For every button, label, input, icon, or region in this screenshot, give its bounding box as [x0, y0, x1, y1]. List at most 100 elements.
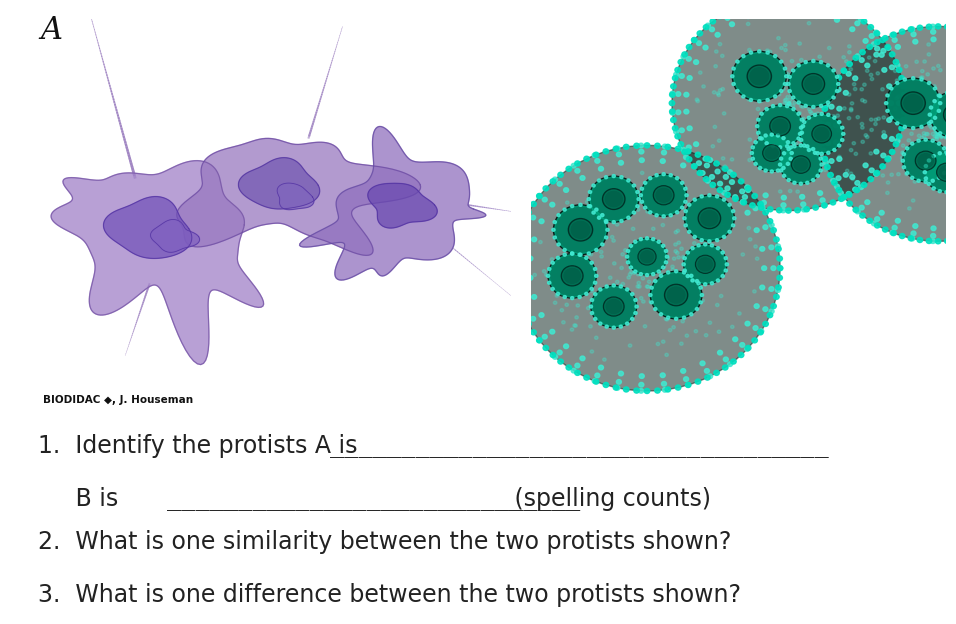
Circle shape [692, 37, 697, 42]
Circle shape [809, 155, 813, 159]
Circle shape [948, 109, 951, 112]
Circle shape [737, 60, 741, 63]
Circle shape [856, 209, 860, 214]
Circle shape [645, 285, 649, 288]
Circle shape [675, 134, 681, 139]
Circle shape [816, 174, 819, 177]
Circle shape [775, 121, 778, 124]
Circle shape [741, 1, 747, 6]
Circle shape [831, 85, 836, 89]
Circle shape [820, 163, 823, 166]
Circle shape [564, 188, 569, 192]
Circle shape [875, 46, 880, 51]
Circle shape [739, 90, 743, 94]
Polygon shape [177, 139, 421, 255]
Circle shape [681, 163, 685, 168]
Circle shape [742, 95, 745, 98]
Circle shape [682, 256, 685, 259]
Circle shape [644, 265, 647, 268]
Circle shape [942, 133, 945, 137]
Circle shape [588, 205, 592, 208]
Circle shape [627, 276, 631, 279]
Circle shape [910, 142, 914, 145]
Circle shape [523, 297, 528, 301]
Circle shape [637, 208, 640, 212]
Circle shape [944, 104, 956, 125]
Circle shape [784, 44, 787, 47]
Circle shape [553, 177, 557, 182]
Circle shape [621, 282, 624, 286]
Circle shape [752, 193, 757, 198]
Circle shape [669, 109, 675, 114]
Circle shape [691, 37, 697, 42]
Circle shape [652, 227, 655, 230]
Circle shape [758, 205, 764, 210]
Circle shape [548, 281, 551, 284]
Circle shape [705, 369, 709, 373]
Circle shape [902, 92, 907, 97]
Circle shape [931, 187, 935, 190]
Circle shape [590, 350, 594, 353]
Circle shape [683, 316, 685, 319]
Circle shape [652, 238, 655, 241]
Circle shape [511, 256, 517, 261]
Circle shape [912, 77, 915, 80]
Text: 1.  Identify the protists A is: 1. Identify the protists A is [38, 434, 365, 457]
Circle shape [526, 210, 532, 215]
Circle shape [786, 145, 789, 148]
Circle shape [574, 324, 577, 327]
Circle shape [859, 58, 864, 62]
Circle shape [943, 172, 945, 175]
Circle shape [600, 213, 604, 217]
Circle shape [600, 243, 604, 246]
Circle shape [569, 210, 572, 214]
Circle shape [782, 110, 786, 114]
Circle shape [604, 176, 608, 178]
Circle shape [945, 105, 956, 124]
Circle shape [664, 353, 668, 356]
Circle shape [828, 90, 834, 95]
Text: B: B [545, 40, 566, 67]
Circle shape [677, 241, 681, 244]
Circle shape [903, 125, 906, 129]
Circle shape [680, 247, 684, 250]
Circle shape [636, 205, 640, 208]
Circle shape [570, 220, 592, 240]
Circle shape [680, 313, 683, 316]
Circle shape [890, 87, 893, 90]
Circle shape [637, 260, 641, 264]
Circle shape [789, 79, 792, 82]
Circle shape [937, 64, 940, 67]
Circle shape [521, 313, 527, 318]
Circle shape [761, 124, 764, 127]
Circle shape [953, 59, 956, 62]
Circle shape [595, 248, 598, 251]
Circle shape [554, 206, 606, 253]
Circle shape [799, 59, 803, 62]
Circle shape [525, 319, 530, 324]
Circle shape [928, 145, 931, 149]
Circle shape [713, 125, 717, 129]
Circle shape [716, 279, 720, 282]
Circle shape [924, 103, 928, 106]
Circle shape [721, 87, 725, 90]
Circle shape [731, 72, 735, 76]
Circle shape [889, 137, 895, 141]
Circle shape [612, 284, 616, 287]
Circle shape [838, 5, 844, 10]
Circle shape [722, 222, 726, 225]
Circle shape [595, 203, 598, 207]
Circle shape [902, 140, 948, 182]
Circle shape [672, 326, 675, 329]
Circle shape [603, 383, 609, 388]
Circle shape [771, 133, 773, 136]
Circle shape [592, 184, 596, 187]
Circle shape [813, 205, 818, 210]
Circle shape [743, 7, 748, 12]
Circle shape [579, 253, 582, 256]
Circle shape [771, 228, 776, 233]
Circle shape [765, 142, 769, 145]
Circle shape [685, 149, 691, 154]
Circle shape [761, 77, 765, 80]
Circle shape [819, 157, 822, 160]
